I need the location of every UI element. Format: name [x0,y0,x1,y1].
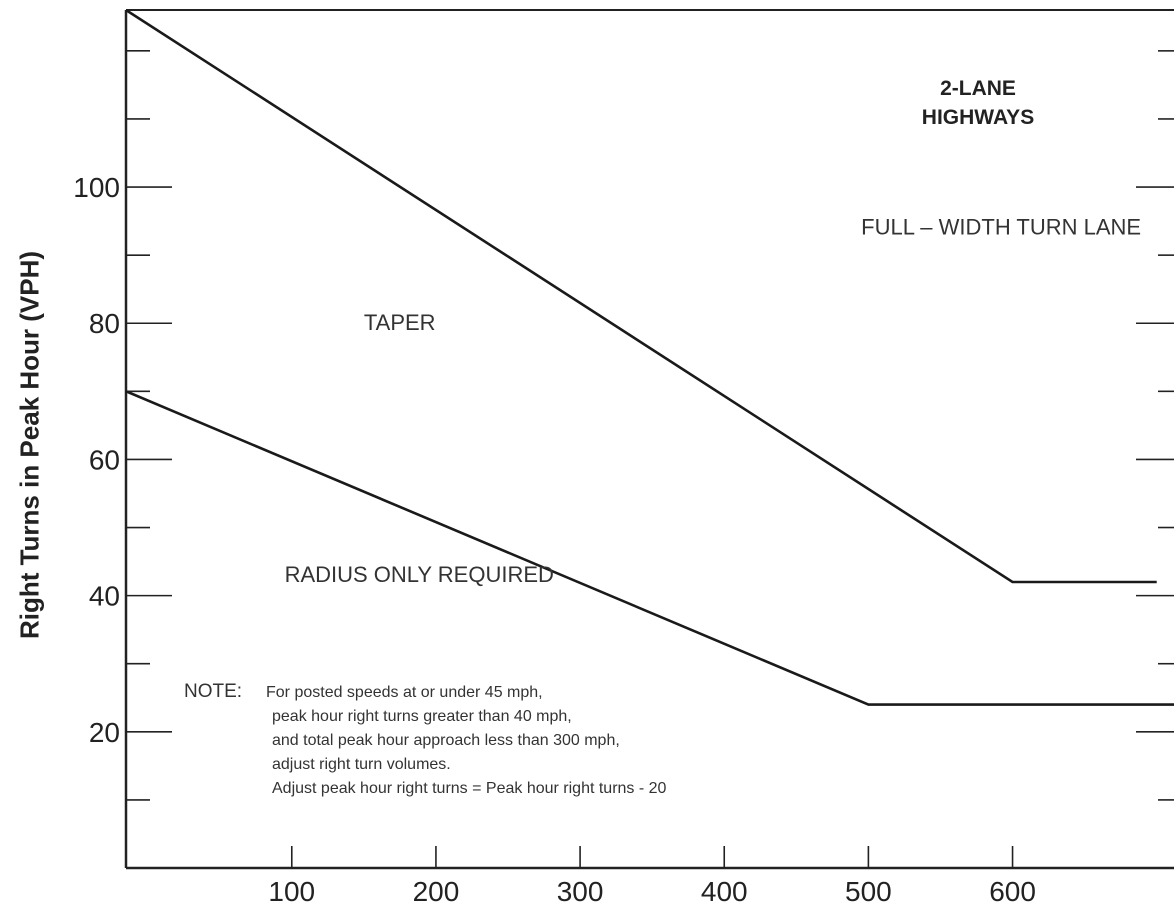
x-tick-label: 100 [268,876,315,907]
note-line: and total peak hour approach less than 3… [272,732,620,749]
region-label: TAPER [364,310,436,335]
y-tick-label: 60 [89,444,120,475]
note-line: peak hour right turns greater than 40 mp… [272,708,572,725]
tick-marks [126,50,1174,868]
chart-texts: 20 40 60 80 100 100 200 300 400 500 600 TAPER FULL –… [73,77,1141,907]
x-tick-label: 200 [413,876,460,907]
x-tick-label: 400 [701,876,748,907]
note-line: For posted speeds at or under 45 mph, [266,684,543,701]
y-tick-label: 40 [89,581,120,612]
note-label: NOTE: [184,681,242,702]
y-tick-label: 20 [89,717,120,748]
region-label: RADIUS ONLY REQUIRED [285,562,554,587]
x-tick-label: 500 [845,876,892,907]
region-label: FULL – WIDTH TURN LANE [861,215,1141,240]
series-line-1 [125,8,1157,584]
series-lines [125,8,1174,706]
y-tick-label: 80 [89,308,120,339]
x-tick-label: 600 [989,876,1036,907]
x-tick-label: 300 [557,876,604,907]
note-line: adjust right turn volumes. [272,756,451,773]
y-tick-label: 100 [73,172,120,203]
series-line-2 [125,390,1174,706]
note-line: Adjust peak hour right turns = Peak hour… [272,780,667,797]
chart-title-line: HIGHWAYS [922,106,1034,129]
chart-frame [124,9,1174,870]
chart-title-line: 2-LANE [940,77,1016,100]
